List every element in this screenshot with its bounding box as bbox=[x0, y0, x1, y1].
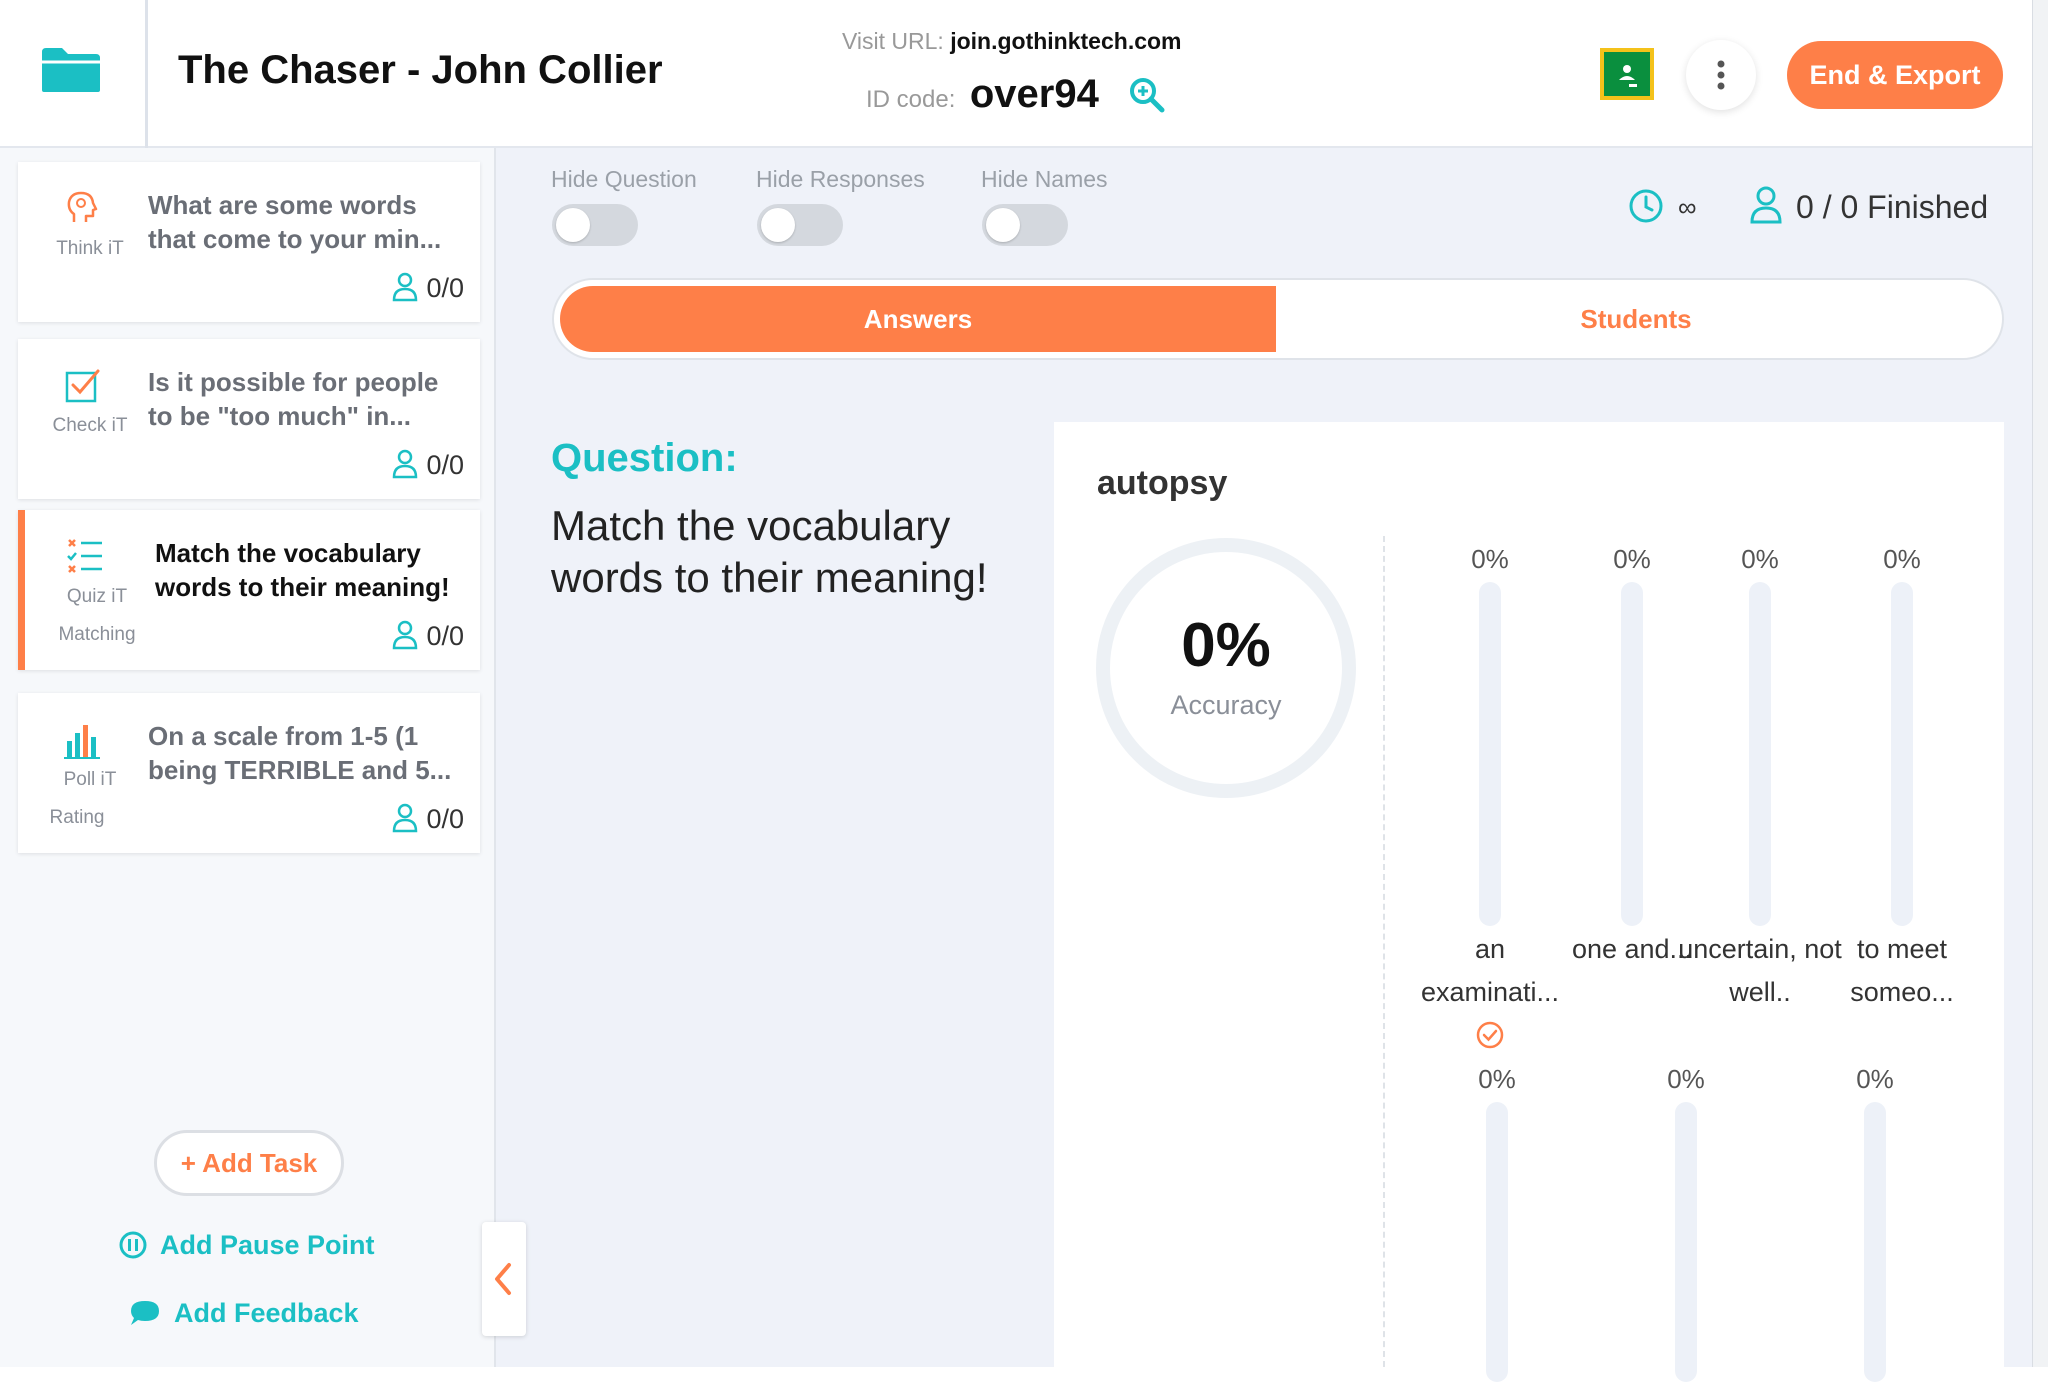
hide-responses-label: Hide Responses bbox=[756, 166, 925, 192]
correct-answer-icon bbox=[1476, 1021, 1504, 1049]
add-pause-point-button[interactable]: Add Pause Point bbox=[118, 1230, 375, 1261]
collapse-sidebar-button[interactable] bbox=[482, 1222, 526, 1336]
session-title: The Chaser - John Collier bbox=[178, 48, 663, 92]
id-code-value: over94 bbox=[969, 72, 1099, 116]
tab-students[interactable]: Students bbox=[1580, 304, 1692, 334]
bar-track bbox=[1891, 582, 1913, 926]
accuracy-value: 0% bbox=[1181, 611, 1271, 680]
answer-option-label: to meet someo... bbox=[1850, 934, 1954, 1007]
bar-percent-label: 0% bbox=[1471, 544, 1509, 574]
add-feedback-label: Add Feedback bbox=[174, 1298, 359, 1328]
task-type-label: Poll iT bbox=[63, 769, 117, 790]
bar-track bbox=[1479, 582, 1501, 926]
folder-icon bbox=[42, 48, 100, 92]
more-vertical-icon bbox=[1717, 60, 1725, 90]
hide-names-toggle[interactable] bbox=[982, 204, 1068, 246]
bar-percent-label: 0% bbox=[1613, 544, 1651, 574]
bar-percent-label: 0% bbox=[1883, 544, 1921, 574]
answer-option-label: an examinati... bbox=[1420, 934, 1560, 1007]
bar-chart-icon bbox=[64, 725, 100, 759]
add-task-button[interactable]: + Add Task bbox=[154, 1130, 344, 1196]
task-card-check-it[interactable]: Check iT Is it possible for people to be… bbox=[18, 339, 480, 499]
toggle-knob bbox=[986, 208, 1020, 242]
end-export-button[interactable]: End & Export bbox=[1787, 41, 2003, 109]
user-icon bbox=[393, 449, 418, 479]
bar-track bbox=[1486, 1102, 1508, 1382]
hide-names-label: Hide Names bbox=[981, 166, 1108, 192]
answer-option-label: one and... bbox=[1571, 934, 1693, 964]
id-code-row: ID code: over94 bbox=[866, 72, 1099, 117]
classroom-icon bbox=[1619, 65, 1637, 87]
question-label: Question: bbox=[551, 436, 738, 480]
task-response-count: 0/0 bbox=[392, 449, 464, 481]
visit-url-row: Visit URL: join.gothinktech.com bbox=[842, 28, 1182, 55]
dashed-divider bbox=[1383, 536, 1385, 1367]
task-response-count: 0/0 bbox=[392, 620, 464, 652]
toggle-knob bbox=[761, 208, 795, 242]
accuracy-label: Accuracy bbox=[1170, 690, 1282, 720]
folder-button[interactable] bbox=[0, 0, 148, 148]
task-count-value: 0/0 bbox=[426, 450, 464, 480]
task-count-value: 0/0 bbox=[426, 621, 464, 651]
more-options-button[interactable] bbox=[1686, 40, 1756, 110]
vocabulary-word: autopsy bbox=[1097, 464, 1228, 502]
bar-percent-label: 0% bbox=[1667, 1064, 1705, 1094]
timer-value: ∞ bbox=[1678, 192, 1697, 222]
task-count-value: 0/0 bbox=[426, 273, 464, 303]
visit-url-value: join.gothinktech.com bbox=[950, 28, 1182, 54]
hide-question-label: Hide Question bbox=[551, 166, 697, 192]
answer-option-label: uncertain, not well.. bbox=[1678, 934, 1842, 1007]
bar-track bbox=[1749, 582, 1771, 926]
id-code-label: ID code: bbox=[866, 86, 956, 113]
chevron-left-icon bbox=[495, 1263, 511, 1295]
checkbox-icon bbox=[65, 369, 100, 403]
clock-icon bbox=[1629, 189, 1663, 223]
google-classroom-button[interactable] bbox=[1600, 48, 1654, 100]
task-response-count: 0/0 bbox=[392, 803, 464, 835]
chat-bubble-icon bbox=[131, 1301, 159, 1325]
bar-track bbox=[1864, 1102, 1886, 1382]
task-title: Is it possible for people to be "too muc… bbox=[148, 367, 439, 431]
top-bar: The Chaser - John Collier Visit URL: joi… bbox=[0, 0, 2032, 148]
task-subtype-label: Rating bbox=[49, 807, 105, 828]
task-title: Match the vocabulary words to their mean… bbox=[155, 538, 450, 602]
bar-percent-label: 0% bbox=[1856, 1064, 1894, 1094]
finished-count: 0 / 0 Finished bbox=[1750, 186, 1988, 226]
user-icon bbox=[393, 272, 418, 302]
task-card-quiz-it[interactable]: Quiz iT Matching Match the vocabulary wo… bbox=[18, 510, 480, 670]
add-feedback-button[interactable]: Add Feedback bbox=[128, 1298, 359, 1329]
task-type-label: Think iT bbox=[56, 238, 124, 259]
list-check-icon bbox=[67, 539, 102, 573]
task-title: What are some words that come to your mi… bbox=[148, 190, 442, 254]
task-count-value: 0/0 bbox=[426, 804, 464, 834]
user-icon bbox=[393, 803, 418, 833]
task-subtype-label: Matching bbox=[58, 624, 136, 645]
question-text: Match the vocabulary words to their mean… bbox=[551, 502, 988, 601]
zoom-in-icon[interactable] bbox=[1128, 76, 1166, 114]
hide-responses-toggle[interactable] bbox=[757, 204, 843, 246]
add-pause-point-label: Add Pause Point bbox=[160, 1230, 375, 1260]
task-type-label: Check iT bbox=[52, 415, 128, 436]
toggle-knob bbox=[556, 208, 590, 242]
task-card-poll-it[interactable]: Poll iT Rating On a scale from 1-5 (1 be… bbox=[18, 693, 480, 853]
user-icon bbox=[1750, 186, 1782, 224]
task-card-think-it[interactable]: Think iT What are some words that come t… bbox=[18, 162, 480, 322]
tab-answers[interactable]: Answers bbox=[560, 286, 1276, 352]
bar-track bbox=[1675, 1102, 1697, 1382]
finished-value: 0 / 0 Finished bbox=[1796, 189, 1989, 225]
background-window-edge bbox=[2032, 0, 2048, 1367]
bar-track bbox=[1621, 582, 1643, 926]
task-title: On a scale from 1-5 (1 being TERRIBLE an… bbox=[148, 721, 452, 785]
hide-question-toggle[interactable] bbox=[552, 204, 638, 246]
bar-percent-label: 0% bbox=[1478, 1064, 1516, 1094]
timer[interactable]: ∞ bbox=[1628, 188, 1697, 224]
pause-icon bbox=[119, 1231, 147, 1259]
task-type-label: Quiz iT bbox=[66, 586, 128, 607]
head-icon bbox=[67, 191, 98, 222]
bar-percent-label: 0% bbox=[1741, 544, 1779, 574]
visit-url-label: Visit URL: bbox=[842, 28, 944, 54]
task-response-count: 0/0 bbox=[392, 272, 464, 304]
user-icon bbox=[393, 620, 418, 650]
